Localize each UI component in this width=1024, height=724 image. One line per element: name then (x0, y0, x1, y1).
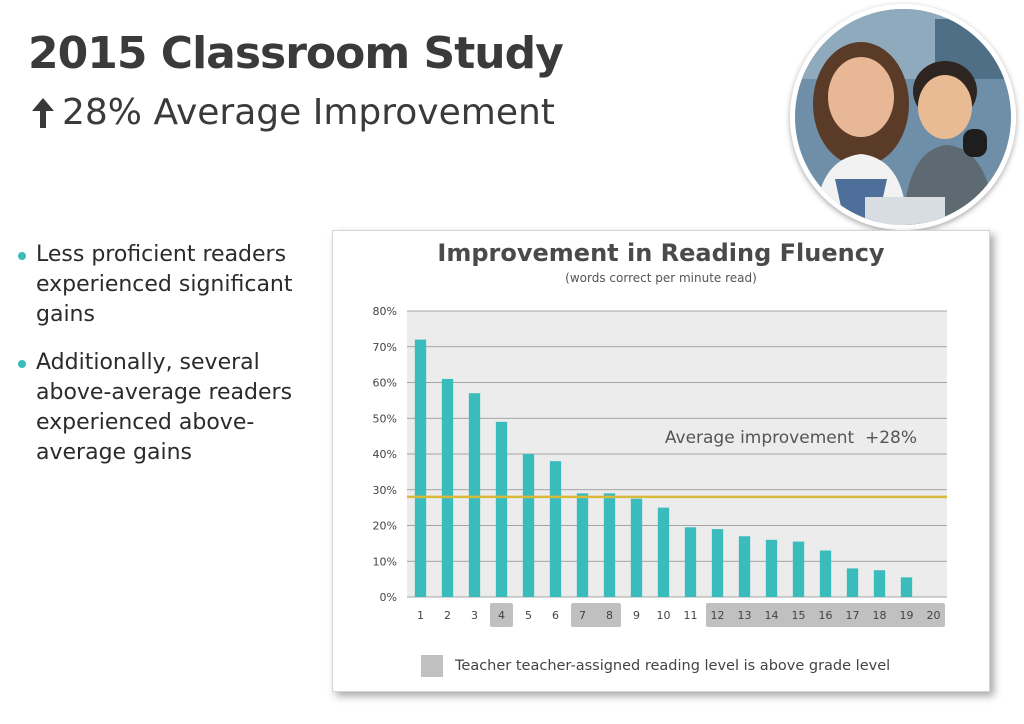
x-tick-label: 19 (900, 609, 914, 622)
bar (657, 507, 670, 597)
bar (414, 339, 427, 597)
bullet-dot-icon (18, 252, 26, 260)
y-tick-label: 80% (373, 305, 397, 318)
bar (603, 493, 616, 597)
x-tick-label: 4 (498, 609, 505, 622)
x-tick-label: 12 (711, 609, 725, 622)
y-tick-label: 50% (373, 412, 397, 425)
bullet-item: Less proficient readers experienced sign… (18, 240, 318, 330)
y-tick-label: 60% (373, 377, 397, 390)
x-tick-label: 16 (819, 609, 833, 622)
legend-label: Teacher teacher-assigned reading level i… (455, 658, 891, 674)
x-tick-label: 7 (579, 609, 586, 622)
bar (468, 393, 481, 597)
bar (684, 527, 697, 597)
bar (792, 541, 805, 597)
x-tick-label: 1 (417, 609, 424, 622)
x-tick-label: 13 (738, 609, 752, 622)
bar (765, 539, 778, 597)
y-tick-label: 40% (373, 448, 397, 461)
x-tick-label: 20 (927, 609, 941, 622)
x-tick-label: 2 (444, 609, 451, 622)
x-tick-label: 5 (525, 609, 532, 622)
highlight-box (490, 603, 513, 627)
bar (900, 577, 913, 597)
bullet-text: Less proficient readers experienced sign… (36, 242, 293, 327)
bar (711, 529, 724, 597)
chart-title: Improvement in Reading Fluency (437, 239, 885, 267)
students-illustration (795, 9, 1011, 225)
average-label: Average improvement +28% (665, 428, 917, 448)
page-title: 2015 Classroom Study (28, 28, 564, 79)
page-subtitle: 28% Average Improvement (30, 92, 555, 133)
chart-legend: Teacher teacher-assigned reading level i… (421, 655, 890, 677)
x-tick-label: 9 (633, 609, 640, 622)
chart-subtitle: (words correct per minute read) (565, 271, 757, 285)
x-tick-label: 18 (873, 609, 887, 622)
bar (873, 570, 886, 597)
key-findings-list: Less proficient readers experienced sign… (18, 240, 318, 486)
bar (441, 378, 454, 597)
legend-swatch (421, 655, 443, 677)
y-tick-label: 70% (373, 341, 397, 354)
x-tick-label: 8 (606, 609, 613, 622)
bullet-item: Additionally, several above-average read… (18, 348, 318, 468)
x-tick-label: 17 (846, 609, 860, 622)
bar (522, 454, 535, 597)
x-tick-label: 3 (471, 609, 478, 622)
bar (819, 550, 832, 597)
bar (738, 536, 751, 597)
y-tick-label: 20% (373, 520, 397, 533)
bar (549, 461, 562, 597)
x-tick-label: 11 (684, 609, 698, 622)
bar (495, 421, 508, 597)
bar (846, 568, 859, 597)
x-tick-label: 14 (765, 609, 779, 622)
chart-panel: Improvement in Reading Fluency (words co… (332, 230, 990, 692)
subtitle-text: 28% Average Improvement (62, 92, 555, 133)
x-tick-label: 15 (792, 609, 806, 622)
x-tick-label: 6 (552, 609, 559, 622)
bullet-dot-icon (18, 360, 26, 368)
bar (630, 498, 643, 597)
y-tick-label: 10% (373, 555, 397, 568)
bar-chart: 0%10%20%30%40%50%60%70%80%1 2 3 4 5 6 7 8 9 10 11 1… (373, 305, 947, 627)
up-arrow-icon (32, 97, 54, 128)
students-photo (790, 4, 1016, 230)
bar (576, 493, 589, 597)
y-tick-label: 30% (373, 484, 397, 497)
highlight-box (571, 603, 621, 627)
y-tick-label: 0% (380, 591, 397, 604)
highlight-box (706, 603, 945, 627)
bullet-text: Additionally, several above-average read… (36, 350, 293, 465)
x-tick-label: 10 (657, 609, 671, 622)
